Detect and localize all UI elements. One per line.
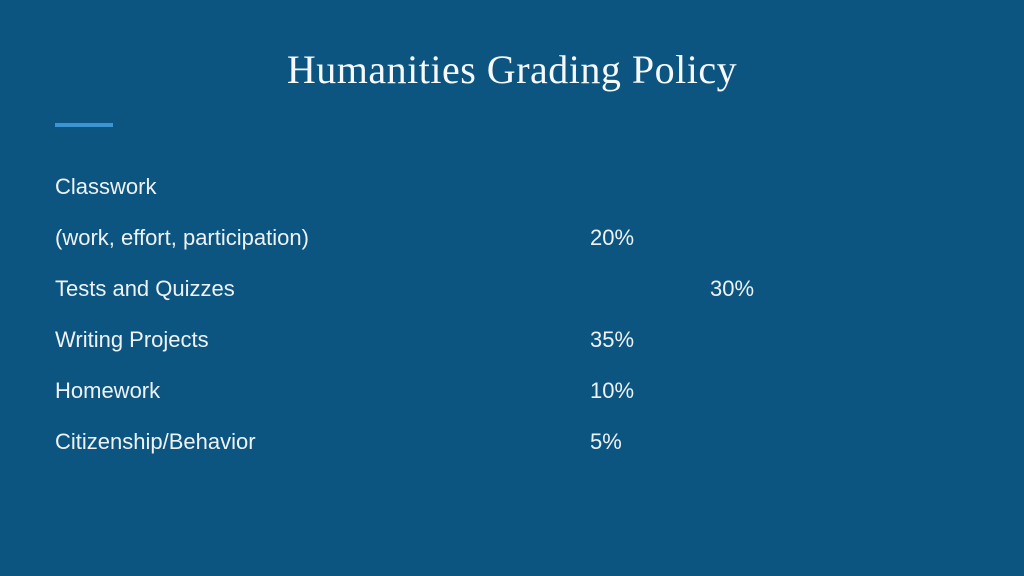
table-row: Homework 10% (55, 378, 955, 404)
slide-title: Humanities Grading Policy (0, 0, 1024, 93)
table-row: Tests and Quizzes 30% (55, 276, 955, 302)
row-percent: 10% (590, 378, 634, 404)
row-percent: 35% (590, 327, 634, 353)
row-percent: 20% (590, 225, 634, 251)
row-label: Citizenship/Behavior (55, 429, 256, 455)
row-label: Writing Projects (55, 327, 209, 353)
table-row: Classwork (55, 174, 955, 200)
row-label: (work, effort, participation) (55, 225, 309, 251)
table-row: Writing Projects 35% (55, 327, 955, 353)
row-percent: 30% (710, 276, 754, 302)
row-percent: 5% (590, 429, 622, 455)
row-label: Tests and Quizzes (55, 276, 235, 302)
row-label: Classwork (55, 174, 156, 200)
accent-bar (55, 123, 113, 127)
grading-table: Classwork (work, effort, participation) … (55, 174, 955, 480)
row-label: Homework (55, 378, 160, 404)
table-row: (work, effort, participation) 20% (55, 225, 955, 251)
table-row: Citizenship/Behavior 5% (55, 429, 955, 455)
